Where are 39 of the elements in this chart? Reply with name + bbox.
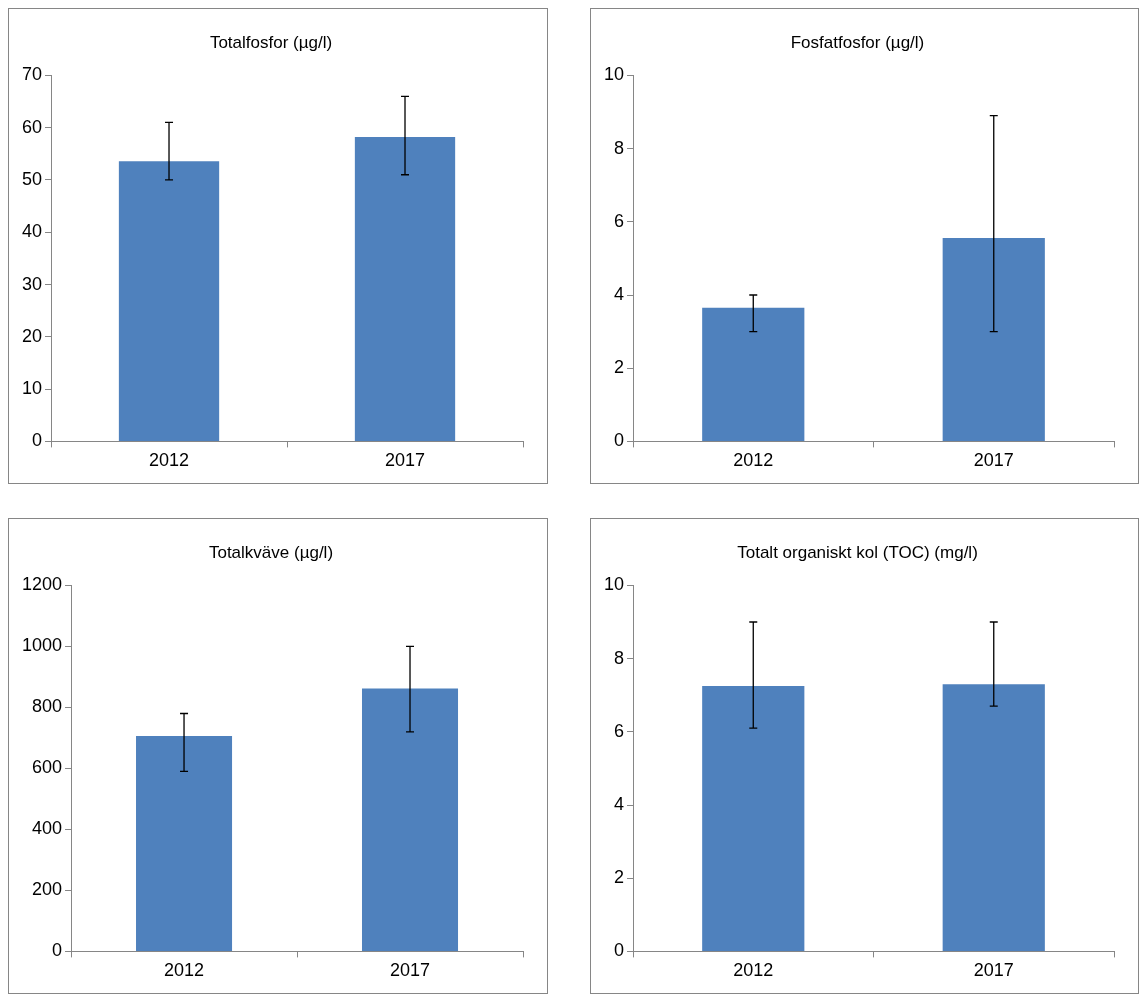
chart-title: Totalt organiskt kol (TOC) (mg/l)	[737, 542, 978, 562]
x-tick-label: 2012	[733, 450, 774, 471]
chart-title: Fosfatfosfor (µg/l)	[790, 32, 925, 52]
x-tick-label: 2017	[389, 960, 431, 981]
y-tick-label: 10	[603, 574, 625, 595]
y-tick-label: 0	[32, 430, 43, 451]
x-tick-label: 2012	[164, 960, 205, 981]
y-tick-label: 20	[21, 325, 43, 346]
y-tick-label: 10	[21, 378, 43, 399]
y-tick-label: 0	[614, 940, 625, 961]
y-tick-label: 800	[32, 696, 63, 717]
y-tick-label: 30	[21, 273, 43, 294]
chart-title: Totalkväve (µg/l)	[208, 542, 334, 562]
y-tick-label: 2	[614, 357, 625, 378]
y-tick-label: 2	[614, 867, 625, 888]
y-tick-label: 8	[614, 137, 625, 158]
y-tick-label: 60	[21, 116, 43, 137]
y-tick-label: 600	[32, 757, 63, 778]
y-tick-label: 4	[614, 793, 625, 814]
y-tick-label: 400	[32, 818, 63, 839]
x-tick-label: 2012	[148, 450, 190, 471]
y-tick-label: 200	[32, 879, 63, 900]
y-tick-label: 70	[21, 64, 43, 85]
chart-title: Totalfosfor (µg/l)	[209, 32, 333, 52]
x-tick-label: 2017	[384, 450, 426, 471]
y-tick-label: 4	[614, 283, 625, 304]
y-tick-label: 40	[21, 221, 43, 242]
x-tick-label: 2017	[973, 450, 1014, 471]
y-tick-label: 0	[614, 430, 625, 451]
y-tick-label: 6	[614, 210, 625, 231]
y-tick-label: 8	[614, 647, 625, 668]
x-tick-label: 2017	[973, 960, 1014, 981]
x-tick-label: 2012	[733, 960, 774, 981]
y-tick-label: 1200	[22, 574, 63, 595]
y-tick-label: 50	[21, 168, 43, 189]
y-tick-label: 0	[52, 940, 63, 961]
y-tick-label: 10	[603, 64, 625, 85]
y-tick-label: 6	[614, 720, 625, 741]
y-tick-label: 1000	[22, 635, 63, 656]
